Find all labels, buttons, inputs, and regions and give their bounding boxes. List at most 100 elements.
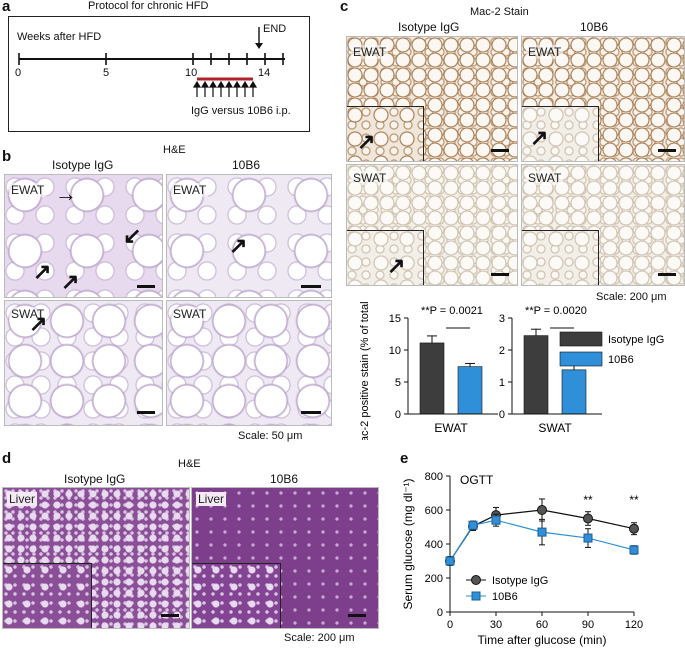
panel-label-c: c (340, 0, 349, 15)
x-category-label: SWAT (538, 421, 572, 435)
micrograph-he-swat-isotype: SWAT ↗ (4, 300, 163, 426)
scale-bar (491, 149, 509, 152)
he-b-title: H&E (163, 144, 186, 156)
tissue-label: Liver (196, 492, 227, 506)
legend-marker (471, 591, 481, 601)
legend-label: 10B6 (608, 354, 634, 366)
he-b-col2: 10B6 (232, 158, 261, 172)
series-line-1 (449, 519, 635, 562)
he-d-col1: Isotype IgG (64, 472, 126, 486)
panel-label-e: e (400, 450, 409, 467)
x-tick-label: 30 (490, 619, 502, 631)
data-point-10b6 (491, 515, 501, 525)
micrograph-mac2-swat-isotype: SWAT ↗ (346, 164, 518, 286)
p-value-annotation: **P = 0.0020 (525, 305, 587, 317)
tissue-label: SWAT (171, 307, 209, 321)
inset-image (522, 230, 599, 285)
x-category-label: EWAT (434, 421, 468, 435)
y-tick-label: 1 (499, 377, 505, 389)
tissue-label: EWAT (171, 183, 209, 197)
y-tick-label: 200 (425, 573, 443, 585)
arrow-icon: ↗ (229, 233, 248, 258)
micrograph-liver-isotype: Liver (2, 487, 190, 629)
arrow-icon: ↗ (33, 259, 52, 284)
micrograph-mac2-swat-10b6: SWAT (521, 164, 685, 286)
mac2-col2: 10B6 (580, 20, 609, 34)
scale-bar (301, 411, 321, 414)
x-tick-label: 0 (447, 619, 453, 631)
y-tick-label: 600 (425, 505, 443, 517)
arrow-icon: ↗ (530, 125, 549, 150)
data-point-10b6 (468, 520, 478, 530)
injection-label: IgG versus 10B6 i.p. (191, 105, 291, 117)
inset-image: ↗ (522, 106, 599, 161)
y-tick-label: 2 (499, 345, 505, 357)
tick-0: 0 (15, 67, 22, 79)
y-tick-label: 10 (389, 345, 401, 357)
tissue-label: Liver (7, 492, 38, 506)
tissue-label: SWAT (9, 307, 47, 321)
tissue-label: EWAT (9, 183, 47, 197)
tick-5: 5 (103, 67, 110, 79)
y-tick-label: 3 (499, 313, 505, 325)
inset-image: ↗ (347, 106, 424, 161)
tissue-label: EWAT (351, 45, 389, 59)
inset-image: ↗ (347, 230, 424, 285)
micrograph-liver-10b6: Liver (191, 487, 379, 629)
y-tick-label: 800 (425, 471, 443, 483)
significance-mark: ** (583, 493, 593, 507)
mac2-col1: Isotype IgG (398, 20, 460, 34)
protocol-timeline (18, 27, 285, 97)
scale-bar (161, 614, 179, 617)
scale-bar (491, 273, 509, 276)
arrow-icon: ↗ (387, 253, 406, 278)
micrograph-he-swat-10b6: SWAT (166, 300, 332, 426)
arrow-icon: ↗ (61, 269, 80, 294)
legend-label: Isotype IgG (608, 334, 664, 346)
data-point-isotype (629, 523, 639, 534)
bar-ylabel: Mac-2 positive stain (% of total area) (359, 300, 371, 440)
tissue-label: SWAT (526, 171, 564, 185)
mac2-title: Mac-2 Stain (470, 6, 529, 18)
tissue-label: EWAT (526, 45, 564, 59)
arrow-icon: ↗ (357, 129, 376, 154)
micrograph-he-ewat-10b6: EWAT ↗ (166, 174, 332, 298)
inset-image (192, 563, 281, 628)
arrow-icon: → (55, 181, 77, 206)
bar-10b6 (561, 369, 587, 415)
y-tick-label: 400 (425, 539, 443, 551)
y-tick-label: 0 (437, 607, 443, 619)
bar-isotype-igg (523, 335, 549, 415)
inset-image (3, 563, 92, 628)
x-tick-label: 60 (536, 619, 548, 631)
data-point-10b6 (583, 533, 593, 543)
scale-bar (658, 273, 676, 276)
end-label: END (263, 23, 287, 35)
y-axis-label: Serum glucose (mg dl⁻¹) (401, 478, 415, 609)
data-point-10b6 (445, 556, 455, 566)
bar-10b6 (457, 366, 483, 415)
weeks-label: Weeks after HFD (17, 31, 102, 43)
p-value-annotation: **P = 0.0021 (421, 305, 483, 317)
tissue-label: SWAT (351, 171, 389, 185)
chart-title: OGTT (460, 473, 494, 487)
y-tick-label: 15 (389, 313, 401, 325)
legend-marker (471, 575, 481, 585)
bar-isotype-igg (419, 342, 445, 415)
protocol-box: Weeks after HFD END 0 5 10 14 IgG versus… (8, 16, 310, 132)
micrograph-he-ewat-isotype: EWAT → ↙ ↗ ↗ (4, 174, 163, 298)
arrow-icon: ↙ (123, 223, 142, 248)
he-b-col1: Isotype IgG (52, 158, 114, 172)
significance-mark: ** (629, 493, 639, 507)
scale-bar (348, 614, 366, 617)
legend-swatch (559, 351, 603, 367)
y-tick-label: 0 (499, 409, 505, 421)
legend-label: Isotype IgG (492, 575, 548, 587)
legend-label: 10B6 (492, 591, 518, 603)
scale-bar (137, 285, 155, 288)
he-d-col2: 10B6 (270, 472, 299, 486)
tick-10: 10 (185, 67, 198, 79)
data-point-10b6 (629, 545, 639, 555)
legend-swatch (559, 331, 603, 347)
panel-label-d: d (2, 450, 12, 467)
